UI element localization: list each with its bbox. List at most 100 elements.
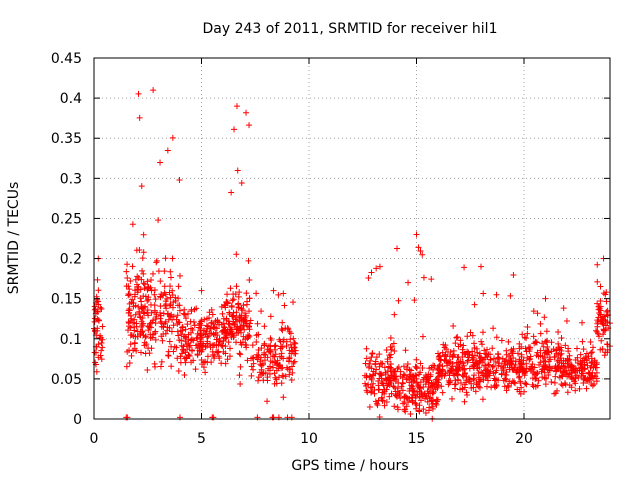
data-point-marker	[169, 134, 176, 141]
data-point-marker	[593, 359, 600, 366]
data-point-marker	[157, 309, 164, 316]
data-point-marker	[174, 302, 181, 309]
data-point-marker	[212, 329, 219, 336]
data-point-marker	[464, 357, 471, 364]
data-point-marker	[597, 303, 604, 310]
data-point-marker	[562, 342, 569, 349]
data-point-marker	[537, 330, 544, 337]
data-point-marker	[603, 308, 610, 315]
x-tick-label: 15	[408, 431, 426, 447]
data-point-marker	[198, 287, 205, 294]
data-point-marker	[275, 291, 282, 298]
data-point-marker	[532, 376, 539, 383]
data-point-marker	[448, 395, 455, 402]
data-point-marker	[600, 331, 607, 338]
data-point-marker	[463, 377, 470, 384]
data-point-marker	[387, 377, 394, 384]
data-point-marker	[366, 404, 373, 411]
data-point-marker	[190, 337, 197, 344]
data-point-marker	[131, 340, 138, 347]
data-point-marker	[179, 324, 186, 331]
data-point-marker	[256, 369, 263, 376]
data-point-marker	[244, 357, 251, 364]
data-point-marker	[277, 345, 284, 352]
data-point-marker	[582, 354, 589, 361]
data-point-marker	[132, 276, 139, 283]
data-point-marker	[379, 397, 386, 404]
data-point-marker	[575, 374, 582, 381]
data-point-marker	[216, 338, 223, 345]
data-point-marker	[194, 345, 201, 352]
data-point-marker	[516, 374, 523, 381]
data-point-marker	[134, 328, 141, 335]
data-point-marker	[494, 350, 501, 357]
data-point-marker	[531, 340, 538, 347]
data-point-marker	[208, 359, 215, 366]
data-point-marker	[372, 358, 379, 365]
data-point-marker	[257, 361, 264, 368]
data-point-marker	[409, 399, 416, 406]
data-point-marker	[406, 395, 413, 402]
data-point-marker	[456, 386, 463, 393]
data-point-marker	[447, 349, 454, 356]
data-point-marker	[381, 386, 388, 393]
data-point-marker	[202, 369, 209, 376]
data-point-marker	[363, 387, 370, 394]
data-point-marker	[229, 297, 236, 304]
data-point-marker	[600, 318, 607, 325]
data-point-marker	[503, 387, 510, 394]
data-point-marker	[482, 371, 489, 378]
data-point-marker	[513, 367, 520, 374]
data-point-marker	[152, 316, 159, 323]
data-point-marker	[457, 379, 464, 386]
data-point-marker	[165, 352, 172, 359]
data-point-marker	[568, 375, 575, 382]
data-point-marker	[148, 309, 155, 316]
data-point-marker	[167, 283, 174, 290]
y-tick-label: 0.45	[51, 51, 82, 67]
data-point-marker	[233, 283, 240, 290]
data-point-marker	[401, 393, 408, 400]
data-point-marker	[138, 298, 145, 305]
data-point-marker	[551, 379, 558, 386]
data-point-marker	[588, 355, 595, 362]
data-point-marker	[568, 362, 575, 369]
data-point-marker	[233, 103, 240, 110]
data-point-marker	[487, 351, 494, 358]
data-point-marker	[402, 347, 409, 354]
data-point-marker	[98, 356, 105, 363]
data-point-marker	[227, 285, 234, 292]
data-point-marker	[461, 264, 468, 271]
data-point-marker	[134, 273, 141, 280]
data-point-marker	[413, 231, 420, 238]
data-point-marker	[224, 356, 231, 363]
data-point-marker	[565, 348, 572, 355]
data-point-marker	[419, 333, 426, 340]
data-point-marker	[219, 310, 226, 317]
data-point-marker	[452, 385, 459, 392]
data-point-marker	[137, 314, 144, 321]
data-point-marker	[484, 346, 491, 353]
data-point-marker	[450, 323, 457, 330]
data-point-marker	[172, 294, 179, 301]
data-point-marker	[176, 176, 183, 183]
data-point-marker	[471, 362, 478, 369]
data-point-marker	[127, 341, 134, 348]
data-point-marker	[523, 381, 530, 388]
data-point-marker	[206, 309, 213, 316]
data-point-marker	[390, 340, 397, 347]
data-point-marker	[439, 389, 446, 396]
data-point-marker	[443, 356, 450, 363]
data-point-marker	[384, 358, 391, 365]
data-point-marker	[461, 398, 468, 405]
data-point-marker	[400, 400, 407, 407]
data-point-marker	[128, 352, 135, 359]
data-point-marker	[158, 358, 165, 365]
data-point-marker	[435, 356, 442, 363]
data-point-marker	[161, 283, 168, 290]
data-point-marker	[267, 358, 274, 365]
data-point-marker	[456, 364, 463, 371]
data-point-marker	[395, 297, 402, 304]
data-point-marker	[162, 302, 169, 309]
data-point-marker	[548, 339, 555, 346]
